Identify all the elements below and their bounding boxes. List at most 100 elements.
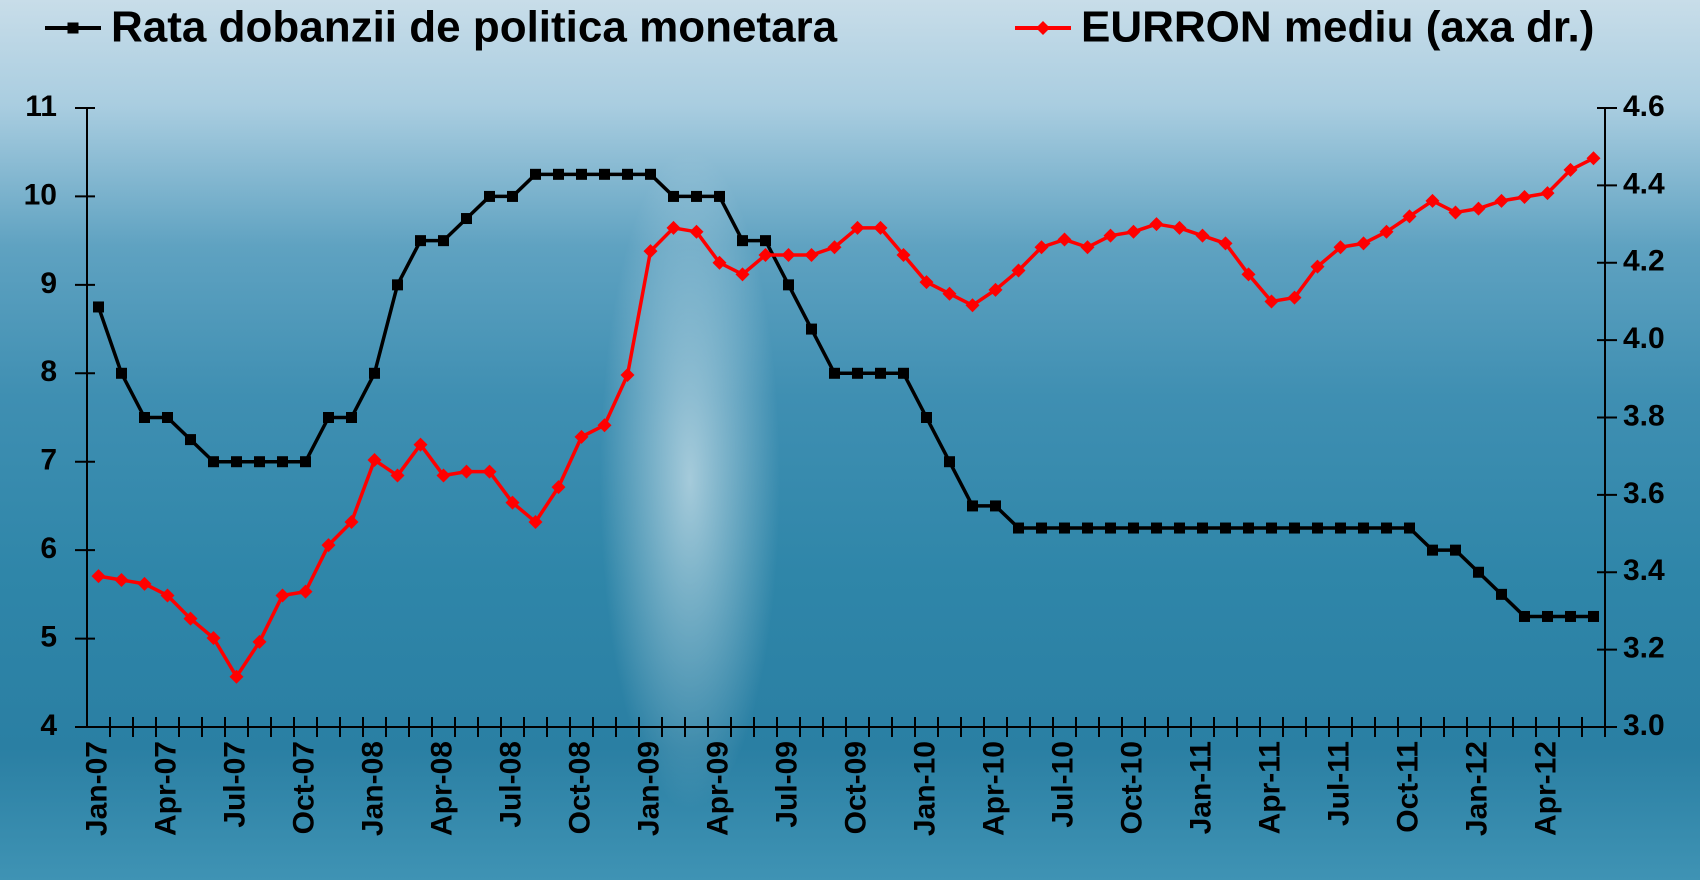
marker [1218, 236, 1233, 251]
marker [1540, 186, 1555, 201]
y2-tick-label: 4.0 [1623, 322, 1665, 355]
marker [1057, 232, 1072, 247]
marker [1379, 224, 1394, 239]
y2-tick-label: 4.2 [1623, 245, 1665, 278]
marker [1059, 522, 1070, 534]
y-tick-label: 10 [24, 178, 57, 211]
marker [459, 464, 474, 479]
legend-label: EURRON mediu (axa dr.) [1081, 3, 1594, 52]
marker [208, 456, 219, 468]
marker [528, 514, 543, 529]
y-tick-label: 7 [40, 444, 57, 477]
legend-marker [1036, 21, 1050, 35]
marker [162, 412, 173, 423]
marker [1519, 610, 1530, 622]
y2-tick-label: 3.0 [1623, 709, 1665, 742]
marker [369, 367, 380, 379]
marker [1011, 263, 1026, 278]
marker [875, 367, 886, 379]
x-tick-label: Jan-12 [1460, 741, 1493, 836]
marker [1080, 240, 1095, 255]
marker [1471, 201, 1486, 216]
marker [93, 301, 104, 313]
y2-tick-label: 4.6 [1623, 90, 1665, 123]
x-tick-label: Jul-08 [494, 741, 527, 828]
marker [436, 468, 451, 483]
marker [461, 213, 472, 225]
marker [712, 255, 727, 270]
marker [344, 514, 359, 529]
marker [1402, 209, 1417, 224]
marker [576, 168, 587, 180]
marker [597, 418, 612, 433]
marker [691, 190, 702, 202]
x-tick-label: Jul-09 [770, 741, 803, 828]
marker [231, 456, 242, 468]
marker [806, 323, 817, 335]
x-tick-label: Oct-08 [563, 741, 596, 834]
marker [1448, 205, 1463, 220]
marker [484, 190, 495, 202]
marker [850, 220, 865, 235]
marker [1287, 290, 1302, 305]
marker [1333, 240, 1348, 255]
marker [507, 190, 518, 202]
marker [758, 248, 773, 263]
marker [206, 631, 221, 646]
y-tick-label: 4 [40, 709, 57, 742]
x-tick-label: Apr-07 [149, 741, 182, 836]
marker [645, 168, 656, 180]
marker [1586, 151, 1601, 166]
marker [620, 367, 635, 382]
marker [1103, 228, 1118, 243]
marker [553, 168, 564, 180]
marker [252, 634, 267, 649]
y-tick-label: 11 [25, 90, 57, 123]
marker [415, 235, 426, 247]
marker [919, 275, 934, 290]
marker [1266, 522, 1277, 534]
marker [852, 367, 863, 379]
x-tick-label: Apr-12 [1529, 741, 1562, 836]
y2-tick-label: 4.4 [1623, 167, 1665, 200]
x-tick-label: Oct-09 [839, 741, 872, 834]
marker [1381, 522, 1392, 534]
marker [505, 495, 520, 510]
x-tick-label: Jul-07 [218, 741, 251, 828]
marker [1425, 193, 1440, 208]
marker [530, 168, 541, 180]
marker [275, 588, 290, 603]
marker [438, 235, 449, 247]
legend-label: Rata dobanzii de politica monetara [111, 3, 838, 52]
marker [1128, 522, 1139, 534]
marker [1151, 522, 1162, 534]
marker [346, 412, 357, 423]
y2-tick-label: 3.4 [1623, 554, 1665, 587]
marker [114, 572, 129, 587]
marker [574, 429, 589, 444]
marker [160, 588, 175, 603]
marker [622, 168, 633, 180]
marker [1542, 610, 1553, 622]
marker [760, 235, 771, 247]
marker [413, 437, 428, 452]
marker [1565, 610, 1576, 622]
x-tick-label: Apr-08 [425, 741, 458, 836]
marker [1563, 162, 1578, 177]
marker [735, 267, 750, 282]
marker [1473, 566, 1484, 578]
marker [254, 456, 265, 468]
marker [1034, 240, 1049, 255]
marker [1356, 236, 1371, 251]
x-tick-label: Apr-09 [701, 741, 734, 836]
marker [898, 367, 909, 379]
x-tick-label: Apr-11 [1253, 741, 1286, 834]
marker [804, 248, 819, 263]
marker [643, 244, 658, 259]
marker [551, 480, 566, 495]
marker [967, 500, 978, 512]
marker [277, 456, 288, 468]
y2-tick-label: 3.2 [1623, 632, 1665, 665]
marker [1358, 522, 1369, 534]
